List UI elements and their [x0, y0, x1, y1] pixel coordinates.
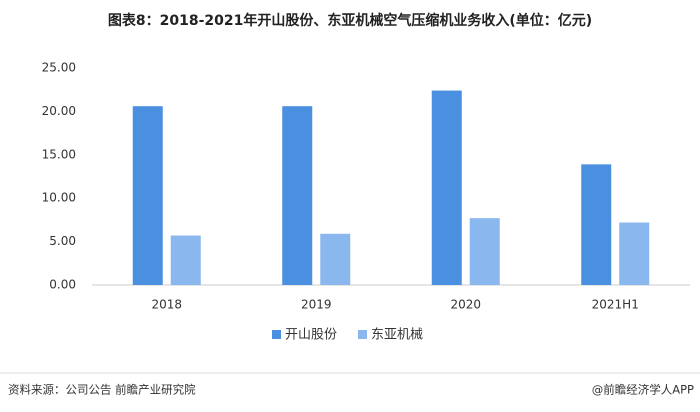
chart-title: 图表8：2018-2021年开山股份、东亚机械空气压缩机业务收入(单位：亿元): [108, 12, 592, 29]
y-tick-label: 10.00: [42, 191, 76, 205]
bar: [170, 235, 201, 285]
x-tick-label: 2019: [301, 298, 332, 312]
bar: [132, 106, 163, 285]
bar: [619, 222, 650, 285]
bar: [431, 90, 462, 286]
bar: [282, 106, 313, 285]
x-tick-label: 2020: [450, 298, 481, 312]
y-tick-label: 25.00: [42, 61, 76, 75]
y-tick-label: 0.00: [49, 278, 76, 292]
legend-label: 开山股份: [285, 328, 337, 343]
x-tick-label: 2021H1: [592, 298, 639, 312]
y-tick-label: 15.00: [42, 147, 76, 161]
y-tick-label: 20.00: [42, 104, 76, 118]
source: 资料来源：公司公告 前瞻产业研究院: [8, 383, 196, 397]
bar: [581, 164, 612, 285]
x-tick-label: 2018: [151, 298, 182, 312]
legend-label: 东亚机械: [371, 328, 423, 343]
brand: @前瞻经济学人APP: [592, 383, 694, 397]
bar: [469, 218, 500, 285]
legend-swatch: [272, 330, 281, 339]
y-tick-label: 5.00: [49, 234, 76, 248]
bar: [320, 233, 351, 285]
legend-swatch: [358, 330, 367, 339]
